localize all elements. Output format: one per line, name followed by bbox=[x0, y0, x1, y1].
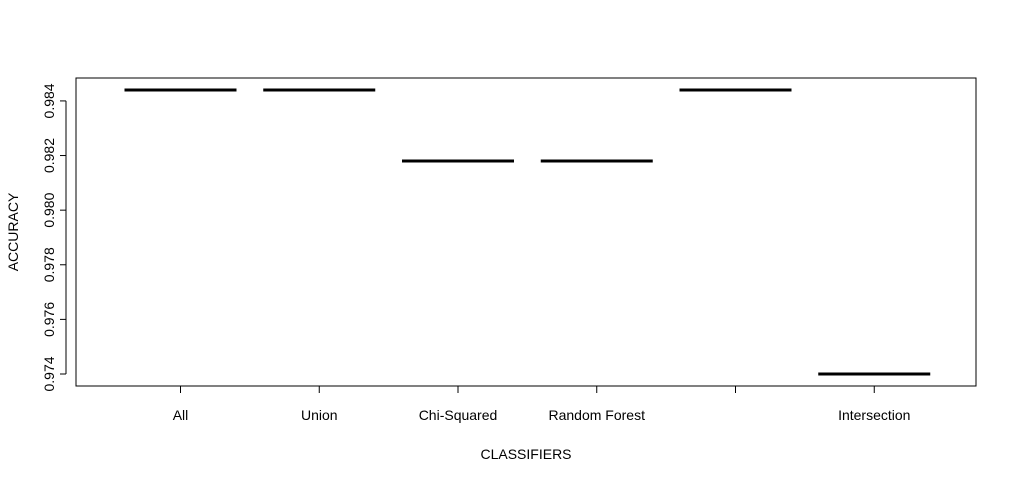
data-marks bbox=[124, 88, 931, 376]
y-tick-label: 0.980 bbox=[41, 192, 57, 227]
y-axis: 0.974 0.976 0.978 0.980 0.982 0.984 bbox=[41, 83, 67, 392]
x-axis-title: CLASSIFIERS bbox=[480, 446, 571, 462]
y-tick-label: 0.984 bbox=[41, 83, 57, 118]
y-tick-label: 0.976 bbox=[41, 302, 57, 337]
x-tick-label: Union bbox=[301, 407, 338, 423]
y-tick-label: 0.974 bbox=[41, 356, 57, 391]
x-tick-label: Chi-Squared bbox=[419, 407, 498, 423]
y-tick-label: 0.982 bbox=[41, 138, 57, 173]
y-axis-title: ACCURACY bbox=[5, 192, 21, 271]
x-tick-label: All bbox=[173, 407, 189, 423]
plot-frame bbox=[75, 77, 977, 387]
x-tick-label: Intersection bbox=[838, 407, 910, 423]
x-tick-label: Random Forest bbox=[549, 407, 646, 423]
x-axis: All Union Chi-Squared Random Forest Intersec… bbox=[173, 385, 910, 423]
y-tick-label: 0.978 bbox=[41, 247, 57, 282]
